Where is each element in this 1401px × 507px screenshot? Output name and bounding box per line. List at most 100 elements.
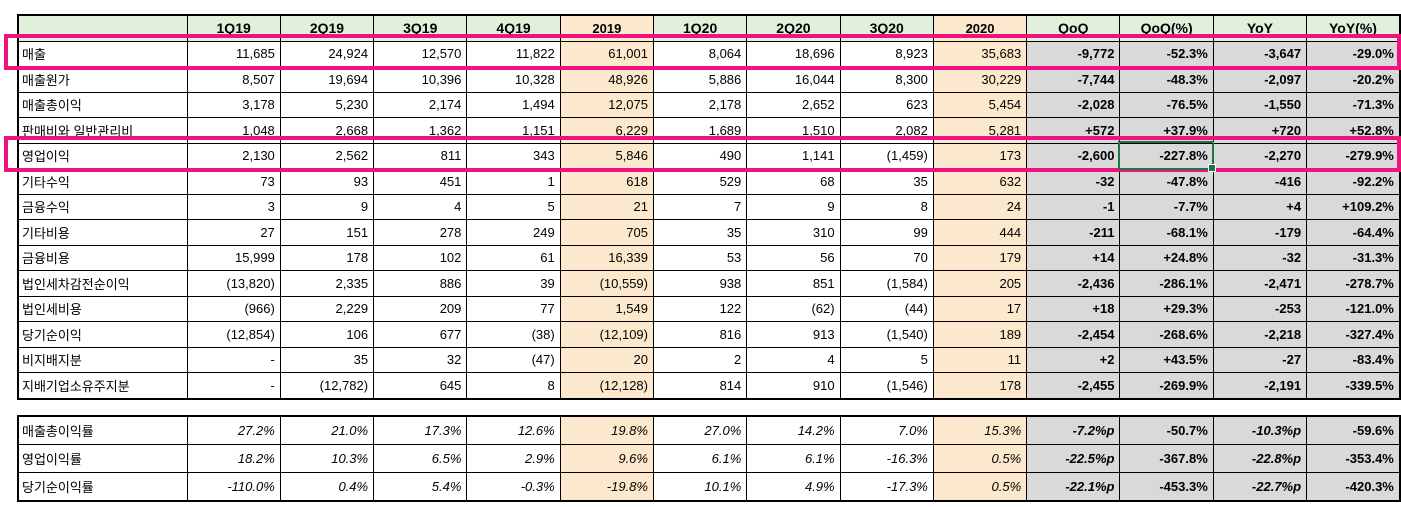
- cell[interactable]: 8,507: [186, 66, 281, 93]
- cell[interactable]: 106: [279, 321, 375, 348]
- cell[interactable]: -31.3%: [1306, 244, 1401, 271]
- cell[interactable]: (47): [466, 346, 561, 373]
- cell[interactable]: 5: [839, 346, 934, 373]
- cell[interactable]: (1,584): [839, 270, 934, 297]
- cell[interactable]: 24,924: [279, 40, 375, 67]
- cell[interactable]: 4.9%: [746, 472, 841, 502]
- row-label[interactable]: 법인세차감전순이익: [17, 270, 188, 297]
- cell[interactable]: +52.8%: [1306, 117, 1401, 144]
- cell[interactable]: -269.9%: [1119, 372, 1214, 399]
- cell[interactable]: 12,570: [373, 40, 468, 67]
- column-header[interactable]: YoY: [1212, 14, 1308, 42]
- cell[interactable]: 6.5%: [373, 444, 468, 473]
- row-label[interactable]: 비지배지분: [17, 346, 188, 373]
- cell[interactable]: 2,652: [746, 91, 841, 118]
- cell[interactable]: -16.3%: [839, 444, 934, 473]
- cell[interactable]: 15,999: [186, 244, 281, 271]
- cell[interactable]: +572: [1026, 117, 1121, 144]
- cell[interactable]: -27: [1212, 346, 1308, 373]
- cell[interactable]: -2,455: [1026, 372, 1121, 399]
- cell[interactable]: 1,048: [186, 117, 281, 144]
- cell[interactable]: 814: [652, 372, 748, 399]
- cell[interactable]: 15.3%: [932, 415, 1028, 445]
- cell[interactable]: 2,335: [279, 270, 375, 297]
- cell[interactable]: 278: [373, 219, 468, 246]
- cell[interactable]: 6,229: [559, 117, 654, 144]
- cell[interactable]: 451: [373, 168, 468, 195]
- cell[interactable]: 632: [932, 168, 1028, 195]
- cell[interactable]: 3,178: [186, 91, 281, 118]
- cell[interactable]: -29.0%: [1306, 40, 1401, 67]
- cell[interactable]: (12,109): [559, 321, 654, 348]
- cell[interactable]: 16,044: [746, 66, 841, 93]
- cell[interactable]: -2,028: [1026, 91, 1121, 118]
- cell[interactable]: -2,097: [1212, 66, 1308, 93]
- cell[interactable]: +24.8%: [1119, 244, 1214, 271]
- cell[interactable]: -59.6%: [1306, 415, 1401, 445]
- cell[interactable]: 48,926: [559, 66, 654, 93]
- cell[interactable]: 2,130: [186, 142, 281, 169]
- cell[interactable]: 11: [932, 346, 1028, 373]
- cell[interactable]: 9.6%: [559, 444, 654, 473]
- cell[interactable]: 677: [373, 321, 468, 348]
- cell[interactable]: -278.7%: [1306, 270, 1401, 297]
- cell[interactable]: +109.2%: [1306, 193, 1401, 220]
- cell[interactable]: 18.2%: [186, 444, 281, 473]
- row-label[interactable]: 판매비와 일반관리비: [17, 117, 188, 144]
- cell[interactable]: (1,459): [839, 142, 934, 169]
- cell[interactable]: -279.9%: [1306, 142, 1401, 169]
- cell[interactable]: 310: [746, 219, 841, 246]
- cell[interactable]: 35: [279, 346, 375, 373]
- cell[interactable]: 2,668: [279, 117, 375, 144]
- cell[interactable]: 5,230: [279, 91, 375, 118]
- cell[interactable]: -20.2%: [1306, 66, 1401, 93]
- cell[interactable]: -0.3%: [466, 472, 561, 502]
- cell[interactable]: (44): [839, 295, 934, 322]
- cell[interactable]: -52.3%: [1119, 40, 1214, 67]
- column-header[interactable]: 2Q20: [746, 14, 841, 42]
- cell[interactable]: 27.0%: [652, 415, 748, 445]
- cell[interactable]: -76.5%: [1119, 91, 1214, 118]
- cell[interactable]: 102: [373, 244, 468, 271]
- cell[interactable]: 173: [932, 142, 1028, 169]
- cell[interactable]: -253: [1212, 295, 1308, 322]
- cell[interactable]: -1,550: [1212, 91, 1308, 118]
- cell[interactable]: 7.0%: [839, 415, 934, 445]
- cell[interactable]: 2: [652, 346, 748, 373]
- cell[interactable]: 93: [279, 168, 375, 195]
- cell[interactable]: 19.8%: [559, 415, 654, 445]
- cell[interactable]: -92.2%: [1306, 168, 1401, 195]
- cell[interactable]: -: [186, 372, 281, 399]
- cell[interactable]: -71.3%: [1306, 91, 1401, 118]
- cell[interactable]: (12,854): [186, 321, 281, 348]
- cell[interactable]: 122: [652, 295, 748, 322]
- cell[interactable]: 249: [466, 219, 561, 246]
- cell[interactable]: -416: [1212, 168, 1308, 195]
- cell[interactable]: -83.4%: [1306, 346, 1401, 373]
- cell[interactable]: 938: [652, 270, 748, 297]
- cell[interactable]: -7.2%p: [1026, 415, 1121, 445]
- cell[interactable]: 490: [652, 142, 748, 169]
- cell[interactable]: 1,689: [652, 117, 748, 144]
- cell[interactable]: 18,696: [746, 40, 841, 67]
- cell[interactable]: 151: [279, 219, 375, 246]
- cell[interactable]: 645: [373, 372, 468, 399]
- cell[interactable]: 30,229: [932, 66, 1028, 93]
- cell[interactable]: 343: [466, 142, 561, 169]
- cell[interactable]: 0.4%: [279, 472, 375, 502]
- cell[interactable]: 5,281: [932, 117, 1028, 144]
- cell[interactable]: -339.5%: [1306, 372, 1401, 399]
- cell[interactable]: (1,540): [839, 321, 934, 348]
- column-header[interactable]: 2Q19: [279, 14, 375, 42]
- cell[interactable]: 16,339: [559, 244, 654, 271]
- cell[interactable]: -64.4%: [1306, 219, 1401, 246]
- column-header[interactable]: [17, 14, 188, 42]
- cell[interactable]: -327.4%: [1306, 321, 1401, 348]
- cell[interactable]: -353.4%: [1306, 444, 1401, 473]
- cell[interactable]: -3,647: [1212, 40, 1308, 67]
- cell[interactable]: -7.7%: [1119, 193, 1214, 220]
- cell[interactable]: (1,546): [839, 372, 934, 399]
- cell[interactable]: 5,454: [932, 91, 1028, 118]
- column-header[interactable]: 2020: [932, 14, 1028, 42]
- cell[interactable]: 205: [932, 270, 1028, 297]
